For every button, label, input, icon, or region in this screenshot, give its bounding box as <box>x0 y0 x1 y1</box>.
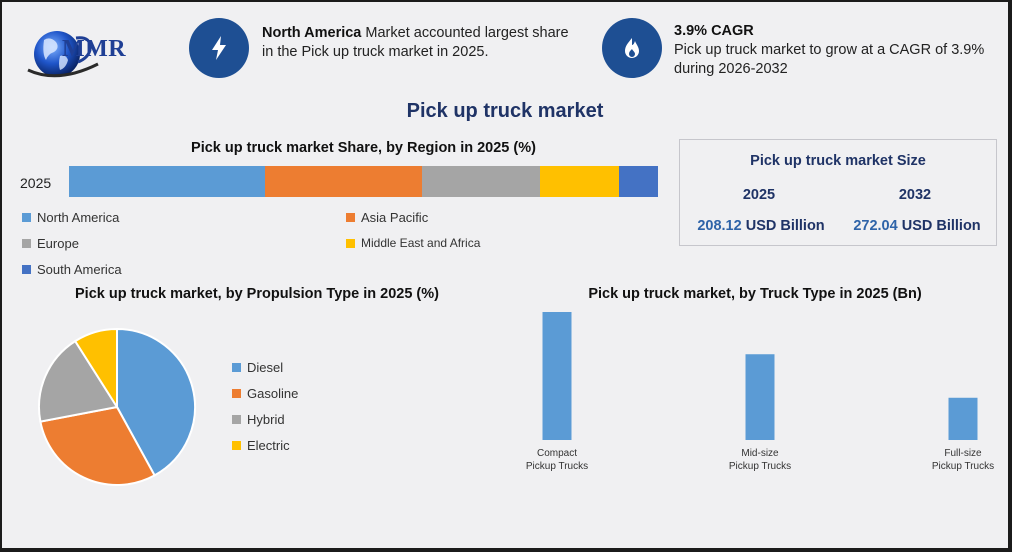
truck-type-bar-chart: Compact Pickup Trucks Mid-size Pickup Truck… <box>526 312 994 472</box>
market-size-number: 208.12 <box>697 218 742 234</box>
market-size-year-2025: 2025 <box>742 187 776 203</box>
pie-slice-electric <box>73 327 118 411</box>
truck-type-chart-title: Pick up truck market, by Truck Type in 2… <box>588 286 922 302</box>
tick-label-line: Pickup Trucks <box>932 461 994 472</box>
truck-bar-tick-label: Mid-size Pickup Trucks <box>729 448 791 472</box>
market-size-box: Pick up truck market Size 2025 2032 208.… <box>679 139 997 246</box>
lightning-icon <box>212 36 226 60</box>
market-size-unit: USD Billion <box>897 218 981 234</box>
legend-gasoline: Gasoline <box>232 386 298 401</box>
propulsion-pie-chart <box>38 327 196 486</box>
region-stacked-bar <box>69 166 658 197</box>
market-size-value-2032: 272.04 USD Billion <box>842 218 992 234</box>
legend-label: Europe <box>37 236 79 251</box>
region-chart-title: Pick up truck market Share, by Region in… <box>191 140 536 156</box>
tick-label-line: Pickup Trucks <box>729 461 791 472</box>
legend-swatch <box>22 213 31 222</box>
legend-swatch <box>232 389 241 398</box>
truck-bar-compact <box>542 312 572 440</box>
truck-bar-tick-label: Full-size Pickup Trucks <box>932 448 994 472</box>
legend-swatch <box>346 213 355 222</box>
page-title: Pick up truck market <box>406 100 604 122</box>
legend-swatch <box>22 265 31 274</box>
region-bar-segment-europe <box>422 166 540 197</box>
market-size-title: Pick up truck market Size <box>750 153 926 169</box>
highlight-cagr-desc: Pick up truck market to grow at a CAGR o… <box>674 42 985 77</box>
highlight-cagr-bold: 3.9% CAGR <box>674 23 754 39</box>
pie-slice-diesel <box>116 327 196 477</box>
tick-label-line: Mid-size <box>741 448 779 459</box>
flame-icon <box>625 38 639 58</box>
truck-bar-full-size <box>948 397 978 440</box>
highlight-north-america-bold: North America <box>262 25 362 41</box>
legend-swatch <box>232 441 241 450</box>
legend-europe: Europe <box>22 236 79 251</box>
legend-label: Diesel <box>247 360 284 375</box>
legend-north-america: North America <box>22 210 119 225</box>
highlight-north-america-badge <box>189 18 249 78</box>
tick-label-line: Full-size <box>944 448 982 459</box>
market-size-value-2025: 208.12 USD Billion <box>686 218 836 234</box>
highlight-cagr-badge <box>602 18 662 78</box>
market-size-number: 272.04 <box>853 218 898 234</box>
pie-slice-gasoline <box>39 405 156 486</box>
tick-label-line: Compact <box>537 448 577 459</box>
legend-asia-pacific: Asia Pacific <box>346 210 428 225</box>
truck-bar-tick-label: Compact Pickup Trucks <box>526 448 588 472</box>
market-size-unit: USD Billion <box>741 218 825 234</box>
legend-label: Middle East and Africa <box>361 236 481 250</box>
propulsion-chart-title: Pick up truck market, by Propulsion Type… <box>75 286 439 302</box>
mmr-globe-logo-icon <box>27 31 99 78</box>
legend-swatch <box>232 363 241 372</box>
legend-hybrid: Hybrid <box>232 412 285 427</box>
legend-diesel: Diesel <box>232 360 283 375</box>
region-bar-segment-north-america <box>69 166 266 197</box>
region-bar-category-label: 2025 <box>20 175 52 191</box>
legend-swatch <box>232 415 241 424</box>
tick-label-line: Pickup Trucks <box>526 461 588 472</box>
legend-swatch <box>346 238 355 248</box>
legend-electric: Electric <box>232 438 290 453</box>
legend-label: Hybrid <box>247 412 285 427</box>
region-bar-segment-south-america <box>619 166 658 197</box>
legend-label: Gasoline <box>247 386 299 401</box>
region-bar-segment-asia-pacific <box>265 166 423 197</box>
truck-bar-mid-size <box>745 354 775 440</box>
legend-label: South America <box>37 262 122 277</box>
highlight-cagr-text: 3.9% CAGR Pick up truck market to grow a… <box>674 22 994 79</box>
highlight-north-america-desc: Market accounted largest share in the Pi… <box>262 25 569 60</box>
logo-text: MMR <box>62 36 127 62</box>
market-size-year-2032: 2032 <box>898 187 932 203</box>
pie-slice-hybrid <box>38 339 119 423</box>
legend-south-america: South America <box>22 262 122 277</box>
legend-label: Asia Pacific <box>361 210 429 225</box>
legend-label: Electric <box>247 438 290 453</box>
legend-middle-east-africa: Middle East and Africa <box>346 236 480 250</box>
highlight-north-america-text: North America Market accounted largest s… <box>262 24 572 62</box>
legend-swatch <box>22 239 31 248</box>
region-bar-segment-middle-east-and-africa <box>539 166 620 197</box>
legend-label: North America <box>37 210 120 225</box>
